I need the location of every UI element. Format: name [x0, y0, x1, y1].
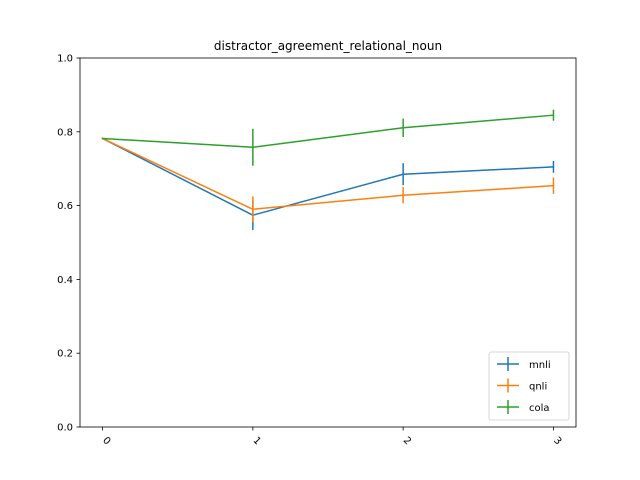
legend-entry-qnli: qnli: [497, 378, 547, 393]
data-point-cola: [402, 126, 404, 129]
y-tick-label: 0.6: [57, 201, 73, 212]
data-point-qnli: [552, 184, 555, 187]
series-line-cola: [102, 114, 554, 149]
data-point-qnli: [252, 208, 254, 211]
data-point-cola: [552, 114, 555, 116]
y-tick-label: 1.0: [57, 54, 73, 65]
y-tick-label: 0.4: [57, 275, 73, 286]
legend-entry-mnli: mnli: [497, 357, 551, 371]
plot-area: [101, 109, 555, 230]
y-tick-label: 0.2: [57, 349, 73, 360]
y-tick-label: 0.0: [57, 423, 73, 434]
y-tick-label: 0.8: [57, 127, 73, 138]
axes-frame: [79, 57, 577, 428]
data-point-mnli: [552, 166, 555, 168]
data-point-cola: [252, 146, 254, 149]
data-point-cola: [101, 137, 104, 140]
legend-entry-cola: cola: [497, 400, 550, 414]
data-point-mnli: [402, 173, 404, 176]
legend-label-mnli: mnli: [529, 360, 551, 371]
legend: mnli qnli cola: [488, 351, 570, 421]
series-line-mnli: [102, 137, 554, 216]
data-point-qnli: [402, 194, 404, 197]
legend-label-qnli: qnli: [529, 382, 547, 393]
chart-title: distractor_agreement_relational_noun: [214, 39, 442, 53]
legend-label-cola: cola: [529, 403, 550, 414]
series-qnli: [101, 137, 555, 223]
series-line-qnli: [102, 137, 554, 211]
legend-box: [488, 351, 570, 421]
series-cola: [101, 109, 555, 166]
